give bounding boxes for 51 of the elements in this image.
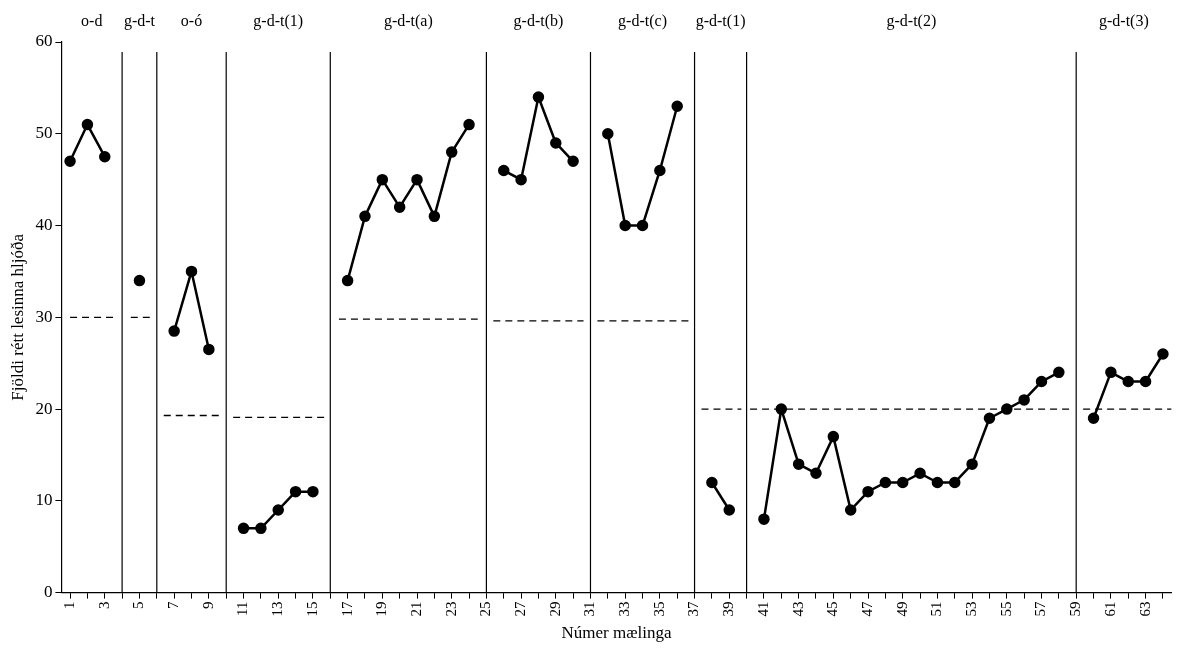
x-tick-label: 11 <box>234 601 251 617</box>
x-tick-label: 31 <box>581 601 598 617</box>
x-tick-label: 49 <box>893 601 910 617</box>
y-tick-label: 40 <box>35 215 53 234</box>
x-tick-label: 39 <box>720 601 737 617</box>
x-tick-label: 21 <box>407 601 424 617</box>
x-tick-label: 45 <box>824 601 841 617</box>
x-tick-label: 53 <box>963 601 980 617</box>
x-tick-label: 35 <box>650 601 667 617</box>
x-tick-label: 37 <box>685 601 702 617</box>
x-tick-label: 23 <box>442 601 459 617</box>
x-tick-label: 17 <box>338 601 355 617</box>
x-tick-label: 5 <box>130 601 147 610</box>
x-tick-label: 13 <box>269 601 286 617</box>
x-tick-label: 59 <box>1067 601 1084 617</box>
y-tick-label: 60 <box>35 31 53 51</box>
x-tick-label: 47 <box>858 601 875 617</box>
x-tick-label: 15 <box>303 601 320 617</box>
text: g-d-t <box>123 12 156 31</box>
x-tick-label: 9 <box>199 601 216 610</box>
x-tick-label: 29 <box>546 601 563 617</box>
x-tick-label: 25 <box>477 601 494 617</box>
x-tick-label: 1 <box>61 601 78 610</box>
y-tick-label: 20 <box>35 398 53 418</box>
text: o-d <box>81 12 103 30</box>
x-tick-label: 61 <box>1101 601 1118 617</box>
text: g-d-t(b) <box>513 12 564 31</box>
y-axis-title: Fjöldi rétt lesinna hljóða <box>7 233 27 401</box>
text: o-ó <box>180 12 203 30</box>
y-tick-label: 0 <box>43 582 53 602</box>
x-tick-label: 43 <box>789 601 806 617</box>
y-tick-label: 30 <box>35 306 53 326</box>
x-tick-label: 33 <box>616 601 633 617</box>
x-tick-label: 7 <box>165 601 182 610</box>
text: g-d-t(2) <box>886 12 937 31</box>
x-axis-title: Númer mælinga <box>561 623 672 643</box>
x-tick-label: 3 <box>95 601 112 610</box>
x-tick-label: 27 <box>512 601 529 617</box>
text: g-d-t(3) <box>1099 12 1149 31</box>
text: g-d-t(a) <box>383 12 433 31</box>
x-tick-label: 41 <box>754 601 771 617</box>
text: g-d-t(1) <box>253 12 304 31</box>
x-tick-label: 57 <box>1032 601 1049 617</box>
text: g-d-t(1) <box>695 12 746 31</box>
x-tick-label: 55 <box>997 601 1014 617</box>
y-tick-label: 50 <box>35 123 53 143</box>
y-tick-label: 10 <box>35 490 53 510</box>
x-tick-label: 19 <box>373 601 390 617</box>
x-tick-label: 63 <box>1136 601 1153 617</box>
x-tick-label: 51 <box>928 601 945 617</box>
text: g-d-t(c) <box>618 12 667 31</box>
